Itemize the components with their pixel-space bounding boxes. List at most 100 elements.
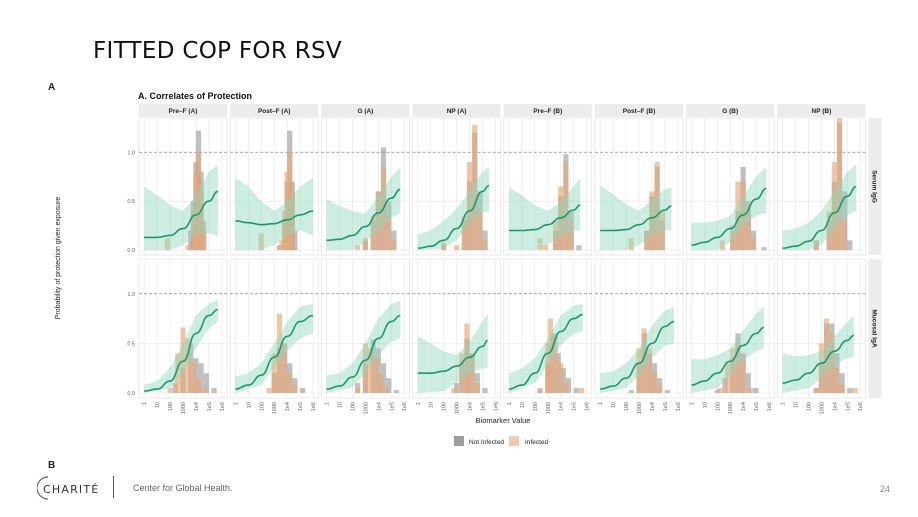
x-tick-label: 1e4 <box>559 402 565 411</box>
hist-bar-infected <box>651 373 658 394</box>
hist-bar-not-infected <box>628 390 634 394</box>
confidence-ribbon <box>235 303 313 393</box>
x-tick-label: 100 <box>533 402 539 411</box>
row-strip-label: Mucosal IgA <box>870 309 877 348</box>
x-tick-label: 1e6 <box>493 402 499 411</box>
hist-bar-infected <box>466 162 473 251</box>
hist-bar-infected <box>818 343 824 394</box>
section-label-a: A <box>48 82 56 93</box>
x-tick-label: 1 <box>689 402 695 405</box>
hist-bar-infected <box>391 240 397 251</box>
x-tick-label: 1 <box>781 402 787 405</box>
hist-bar-infected <box>451 388 457 394</box>
confidence-ribbon <box>144 165 218 251</box>
fitted-curve <box>600 205 672 232</box>
facet-strip-label: NP (A) <box>447 108 467 115</box>
hist-bar-not-infected <box>839 373 845 394</box>
panel-r0-c1 <box>229 117 319 256</box>
hist-bar-infected <box>578 388 585 394</box>
x-tick-label: 1e5 <box>572 402 578 411</box>
hist-bar-infected <box>829 333 835 394</box>
facet-strip-4 <box>503 104 592 117</box>
facet-strip-label: Post–F (B) <box>623 108 656 115</box>
hist-bar-infected <box>386 215 392 251</box>
x-tick-label: 1e6 <box>767 402 773 411</box>
hist-bar-not-infected <box>847 388 853 394</box>
panel-r0-c3 <box>412 117 501 256</box>
fitted-curve <box>326 188 401 242</box>
hist-bar-not-infected <box>761 247 767 251</box>
x-tick-label: 100 <box>442 402 448 411</box>
x-tick-label: 1 <box>507 402 513 405</box>
hist-bar-infected <box>367 348 374 394</box>
confidence-ribbon <box>417 166 489 251</box>
hist-bar-infected <box>740 181 746 251</box>
x-tick-label: 10 <box>702 402 708 408</box>
hist-bar-infected <box>730 230 736 251</box>
hist-bar-infected <box>459 353 465 394</box>
x-tick-label: 1e5 <box>754 402 760 411</box>
x-tick-label: 1 <box>598 402 604 405</box>
hist-bar-infected <box>461 215 467 251</box>
hist-bar-infected <box>745 210 751 251</box>
hist-bar-infected <box>195 378 202 394</box>
hist-bar-infected <box>281 210 288 251</box>
hist-bar-infected <box>472 124 478 251</box>
confidence-ribbon <box>782 315 854 393</box>
hist-bar-infected <box>355 245 361 251</box>
fitted-curve <box>508 313 583 390</box>
hist-bar-infected <box>644 230 650 251</box>
hist-bar-infected <box>558 363 564 394</box>
hist-bar-infected <box>355 388 361 394</box>
fitted-curve <box>691 187 767 246</box>
hist-bar-infected <box>258 233 264 251</box>
hist-bar-not-infected <box>714 390 720 394</box>
footer-org: Center for Global Health. <box>133 483 233 493</box>
hist-bar-infected <box>185 245 191 251</box>
section-label-b: B <box>48 460 56 471</box>
x-tick-label: 1e4 <box>741 402 747 411</box>
x-tick-label: 10 <box>429 402 435 408</box>
x-tick-label: 1 <box>325 402 331 405</box>
confidence-ribbon <box>691 306 764 393</box>
x-tick-label: 1e4 <box>832 402 838 411</box>
hist-bar-not-infected <box>355 383 361 394</box>
fitted-curve <box>417 339 488 375</box>
hist-bar-infected <box>836 118 843 251</box>
facet-strip-label: Pre–F (B) <box>533 108 562 115</box>
hist-bar-infected <box>813 240 819 251</box>
legend: Not Infected Infected <box>454 436 549 446</box>
hist-bar-infected <box>276 313 282 394</box>
hist-bar-infected <box>750 238 757 251</box>
x-tick-label: 10 <box>794 402 800 408</box>
fitted-curve <box>235 314 314 390</box>
panel-r1-c6: 1 10 100 1000 1e4 1e5 1e6 <box>685 258 775 414</box>
confidence-ribbon <box>782 164 857 251</box>
legend-label-infected: Infected <box>525 439 549 446</box>
hist-bar-not-infected <box>573 388 579 394</box>
facet-strip-1 <box>230 104 319 117</box>
footer-divider <box>113 476 114 498</box>
confidence-ribbon <box>326 166 401 251</box>
hist-bar-infected <box>175 353 181 394</box>
hist-bar-infected <box>547 318 553 394</box>
hist-bar-infected <box>370 215 376 251</box>
x-tick-label: 100 <box>624 402 630 411</box>
fitted-curve <box>691 326 764 386</box>
hist-bar-infected <box>628 238 634 251</box>
x-tick-label: 100 <box>168 402 174 411</box>
hist-bar-infected <box>185 338 191 394</box>
x-tick-label: 1000 <box>272 402 278 414</box>
x-tick-label: 10 <box>155 402 161 408</box>
hist-bar-infected <box>383 388 389 394</box>
hist-bar-infected <box>823 318 830 394</box>
hist-bar-infected <box>281 343 288 394</box>
x-tick-label: 1000 <box>728 402 734 414</box>
panel-r1-c4: 1 10 100 1000 1e4 1e5 1e6 <box>503 258 593 414</box>
x-tick-label: 1e4 <box>376 402 382 411</box>
panel-r1-c7: 1 10 100 1000 1e4 1e5 1e6 <box>777 258 866 414</box>
hist-bar-infected <box>831 162 837 251</box>
hist-bar-infected <box>839 385 845 394</box>
hist-bar-infected <box>292 385 298 394</box>
panel-r0-c5 <box>594 117 684 256</box>
